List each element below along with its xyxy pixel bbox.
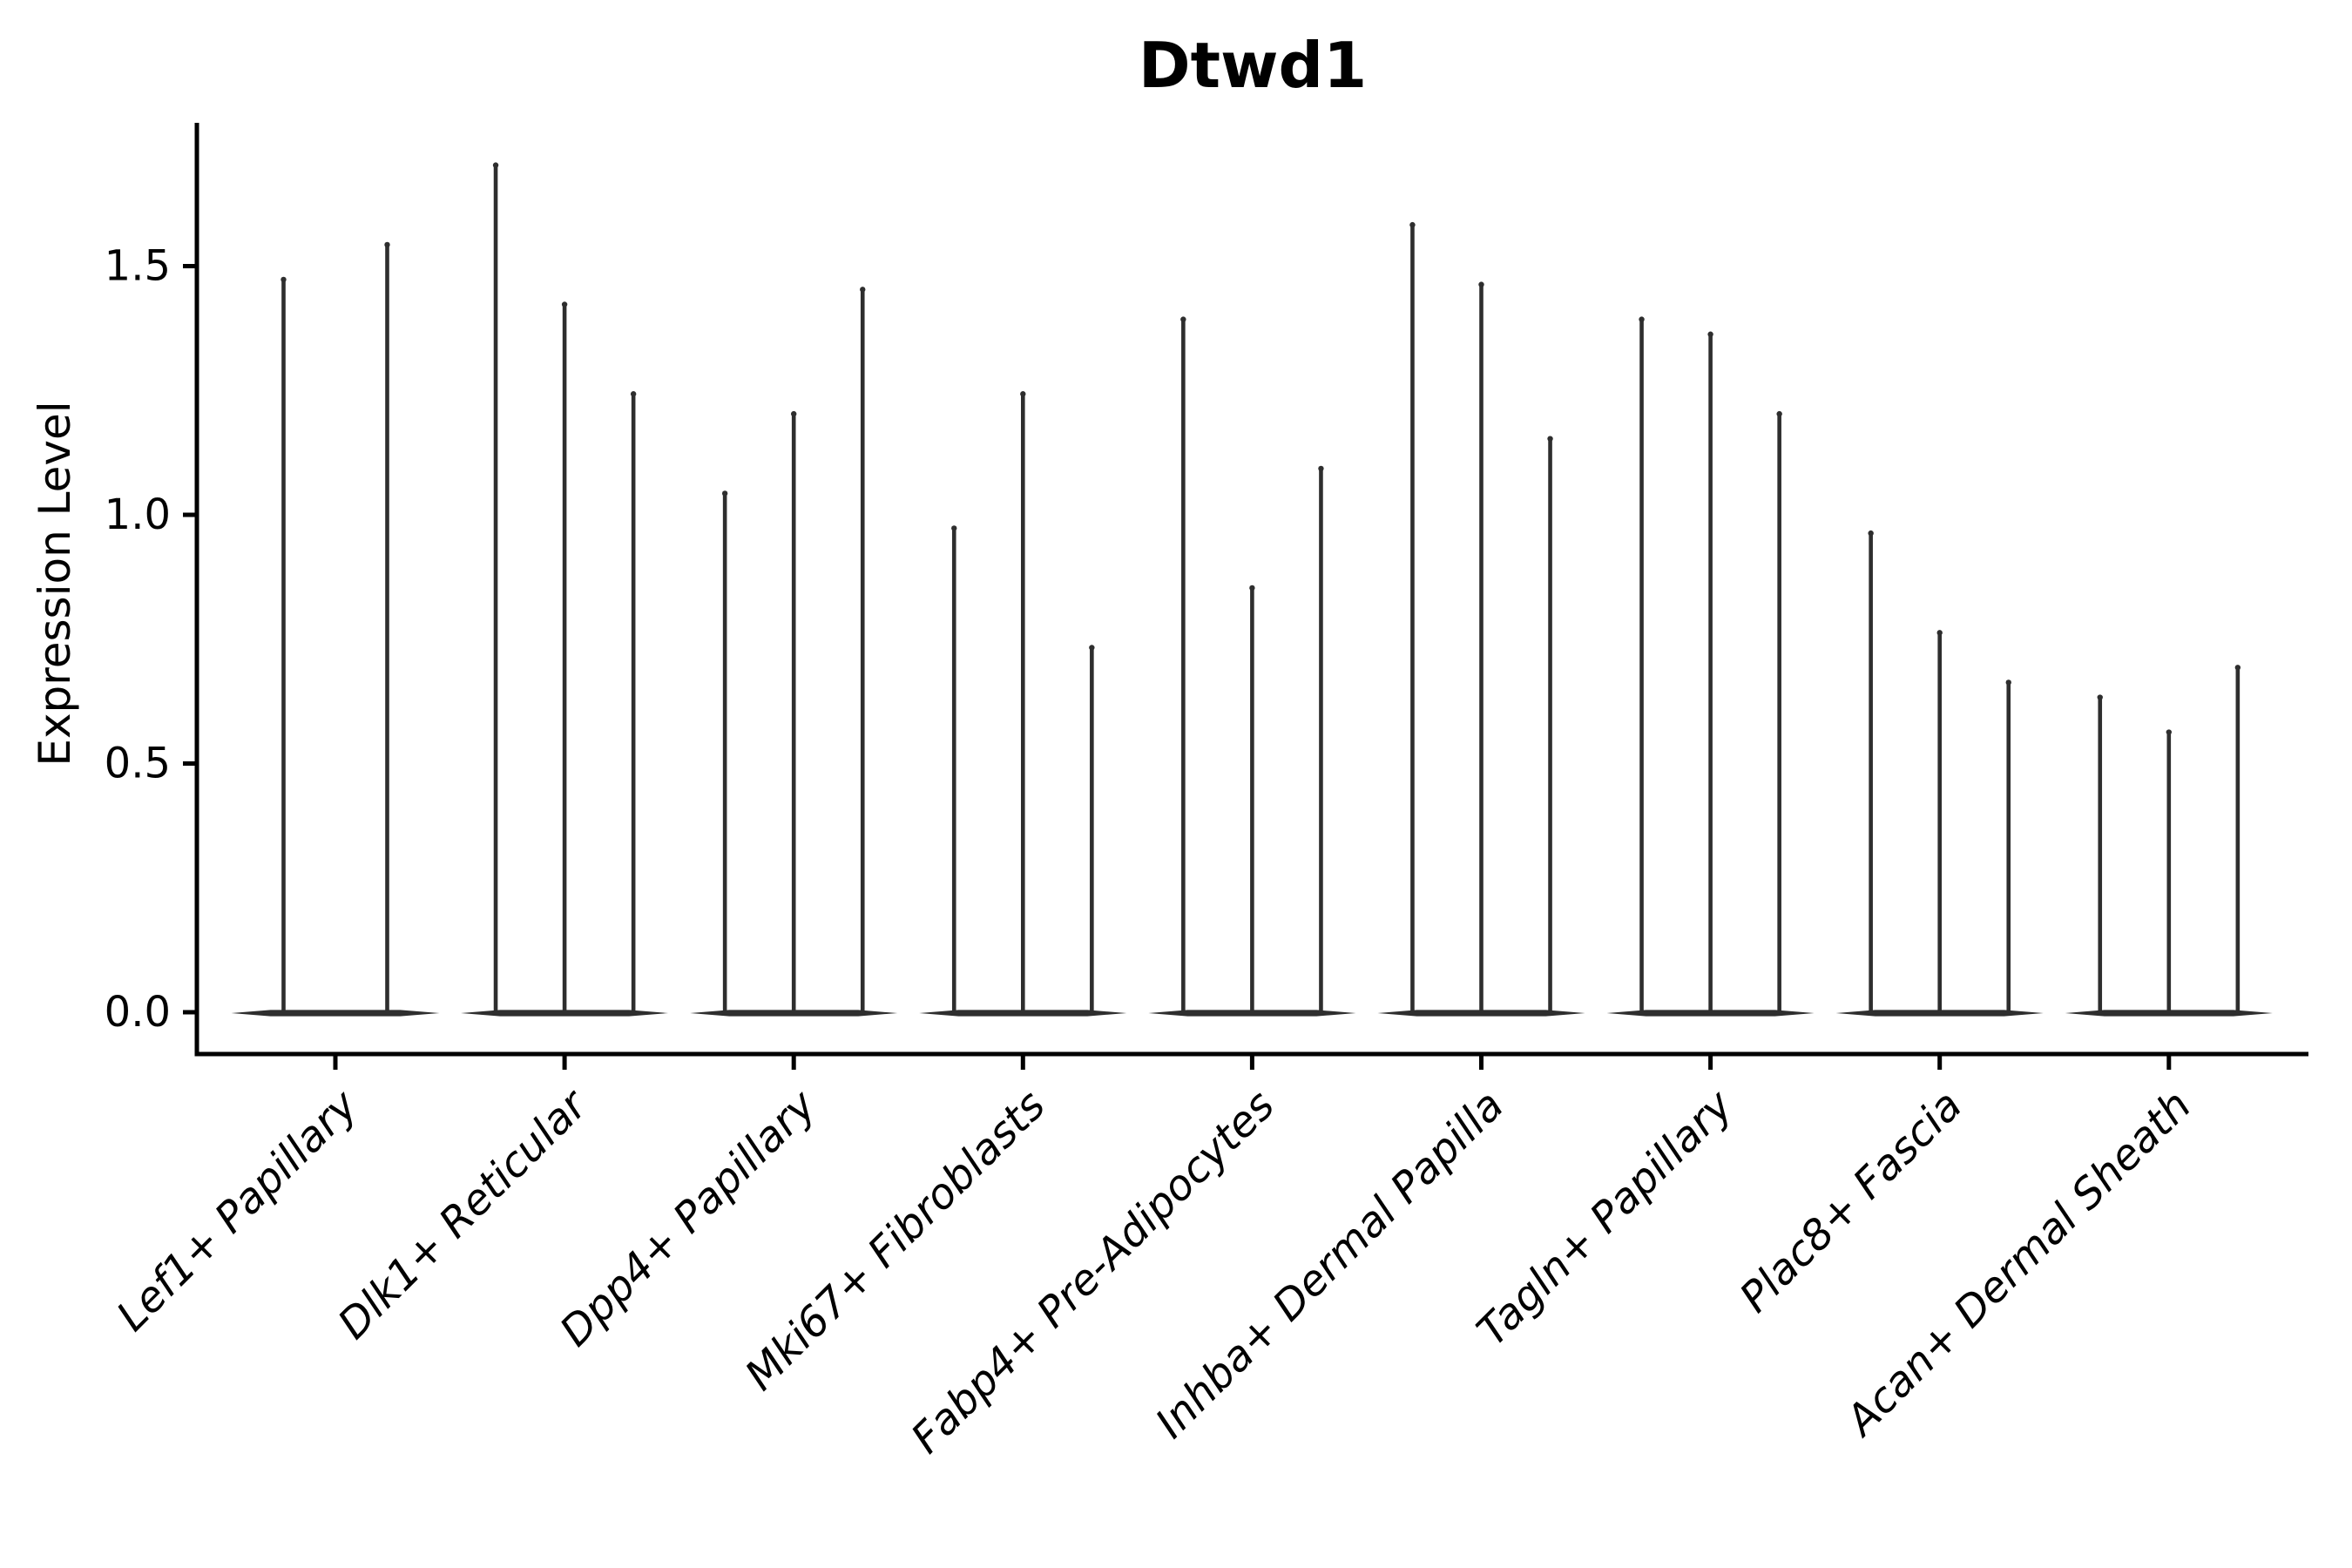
y-tick-label: 0.5 [105,740,171,788]
violin-tip [1318,465,1324,472]
x-tick-label: Tagln+ Papillary [1468,1080,1743,1355]
violin-tip [1707,331,1713,337]
violin-tip [860,287,866,293]
y-tick-label: 1.5 [105,242,171,291]
x-tick-label: Fabp4+ Pre-Adipocytes [902,1081,1284,1463]
x-tick-label: Dpp4+ Papillary [551,1080,826,1355]
violin-tip [1089,645,1095,651]
y-tick-label: 1.0 [105,490,171,539]
violin-tip [1936,630,1943,636]
violin-tip [492,162,499,168]
y-tick-label: 0.0 [105,988,171,1037]
violin-tip [384,241,390,248]
violin-tip [2166,729,2172,735]
violin-tip [951,525,957,531]
plot-area: 0.0 0.5 1.0 1.5 Expression Level Lef1+ Papill… [30,123,2308,1463]
violin-base [231,1010,440,1017]
x-tick-label: Plac8+ Fascia [1731,1081,1972,1322]
x-tick-label: Lef1+ Papillary [107,1080,368,1341]
violin-tip [2005,679,2011,686]
violin-tip [1180,316,1186,322]
violin-tip [1478,281,1484,287]
violin-tip [1249,585,1255,591]
violin-tip [1547,436,1553,442]
chart-title: Dtwd1 [1139,29,1367,102]
x-tick-label: Dlk1+ Reticular [328,1079,598,1349]
violin-tip [791,410,797,417]
violin-tip [1868,530,1874,537]
violin-tip [280,276,287,283]
violin-tip [561,301,568,308]
violin-tip [2097,694,2103,700]
violin-tip [1409,221,1416,228]
violin-tip [1776,410,1782,417]
violin-tip [1020,391,1026,397]
y-axis-label: Expression Level [30,401,80,766]
violin-tip [630,391,637,397]
violin-tip [1639,316,1645,322]
violin-tip [2234,665,2241,671]
violin-tip [721,490,728,497]
